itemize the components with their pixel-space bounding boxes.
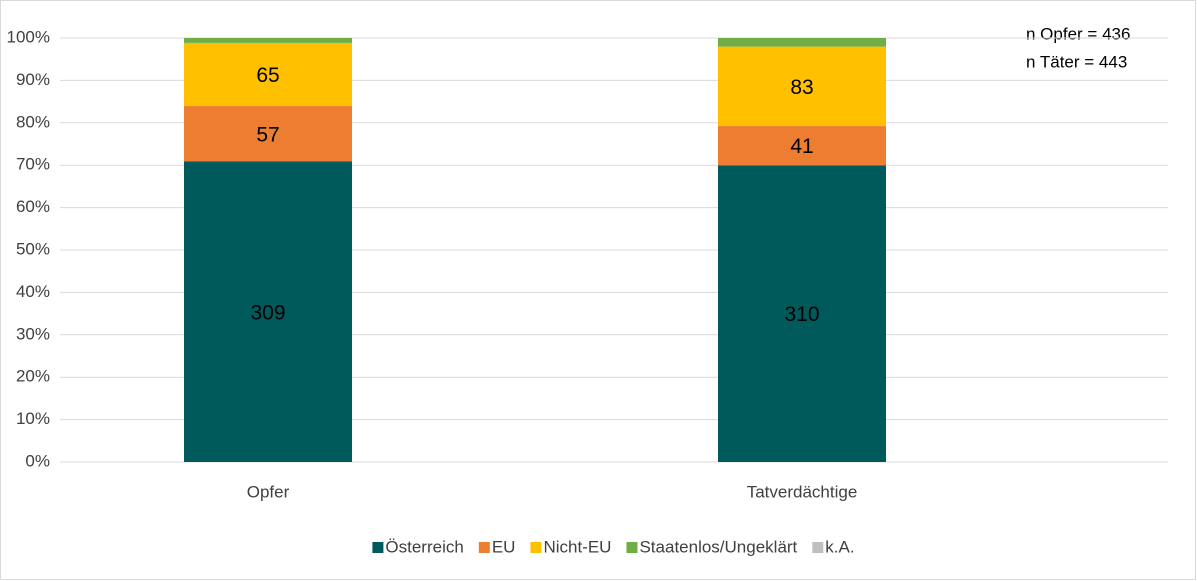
y-tick-label: 30% <box>16 324 50 343</box>
annotation: n Täter = 443 <box>1026 52 1127 71</box>
legend-label: Nicht-EU <box>543 537 611 556</box>
y-tick-label: 80% <box>16 112 50 131</box>
legend-swatch <box>478 542 490 553</box>
legend-label: Staatenlos/Ungeklärt <box>639 537 797 556</box>
legend-swatch <box>812 542 824 553</box>
bar-segment <box>718 46 886 127</box>
bar-segment <box>184 42 352 107</box>
bar-segment <box>718 126 886 166</box>
data-label: 83 <box>790 76 813 99</box>
y-tick-label: 0% <box>25 451 50 470</box>
y-tick-label: 10% <box>16 409 50 428</box>
y-tick-label: 20% <box>16 367 50 386</box>
x-tick-label: Opfer <box>247 482 290 501</box>
legend-label: k.A. <box>825 537 854 556</box>
y-tick-label: 100% <box>7 27 50 46</box>
y-tick-label: 60% <box>16 197 50 216</box>
data-label: 65 <box>256 64 279 87</box>
bar-segment <box>184 38 352 43</box>
bar-segment <box>718 165 886 462</box>
legend-swatch <box>372 542 384 553</box>
y-tick-label: 50% <box>16 239 50 258</box>
annotation: n Opfer = 436 <box>1026 24 1130 43</box>
x-tick-label: Tatverdächtige <box>747 482 858 501</box>
bar-segment <box>184 106 352 162</box>
legend-label: EU <box>492 537 516 556</box>
legend-swatch <box>530 542 542 553</box>
bar-segment <box>718 38 886 47</box>
y-tick-label: 70% <box>16 155 50 174</box>
legend-label: Österreich <box>385 537 463 556</box>
y-tick-label: 90% <box>16 70 50 89</box>
y-tick-label: 40% <box>16 282 50 301</box>
data-label: 309 <box>250 301 285 324</box>
data-label: 310 <box>784 303 819 326</box>
data-label: 57 <box>256 123 279 146</box>
legend-swatch <box>626 542 638 553</box>
data-label: 41 <box>790 135 813 158</box>
bar-segment <box>184 161 352 463</box>
